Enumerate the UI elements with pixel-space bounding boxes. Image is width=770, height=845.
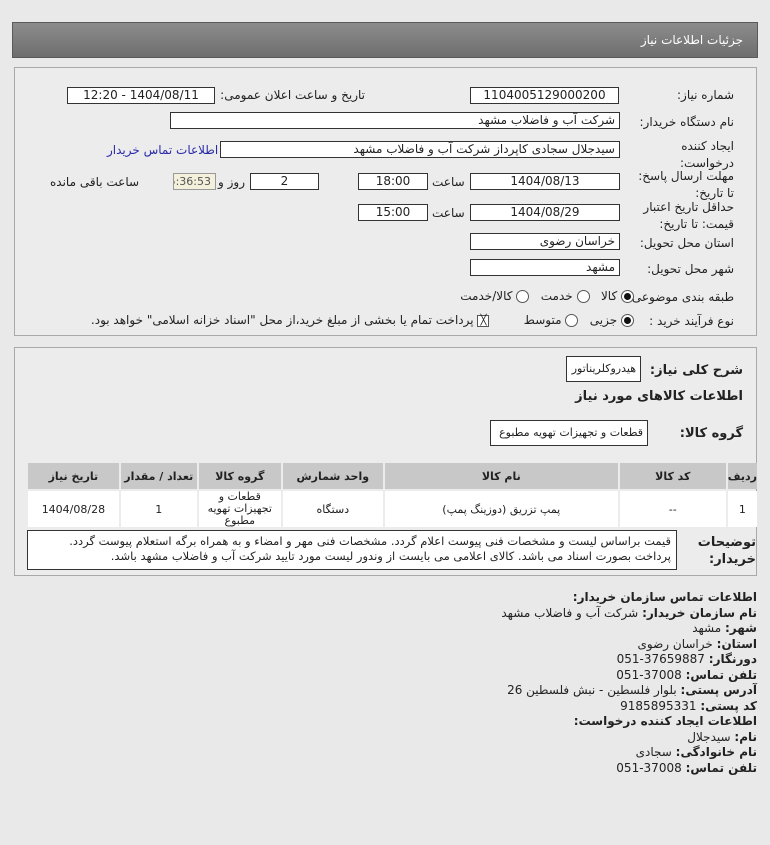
process-label: نوع فرآیند خرید : (649, 314, 734, 328)
city-field[interactable]: مشهد (470, 259, 620, 276)
fax-label: دورنگار: (708, 652, 757, 666)
org-value: شرکت آب و فاضلاب مشهد (501, 605, 639, 620)
need-number-label: شماره نیاز: (677, 88, 734, 102)
city-label: شهر: (725, 621, 757, 635)
deadline-date-field[interactable]: 1404/08/13 (470, 173, 620, 190)
validity-date-field[interactable]: 1404/08/29 (470, 204, 620, 221)
creator-label: ایجاد کننده درخواست: (680, 139, 734, 170)
group-field: قطعات و تجهیزات تهویه مطبوع (490, 420, 648, 446)
radio-goods-label: کالا (600, 289, 618, 303)
province-field[interactable]: خراسان رضوی (470, 233, 620, 250)
col-unit: واحد شمارش (282, 463, 383, 489)
col-qty: تعداد / مقدار (120, 463, 197, 489)
col-row: ردیف (727, 463, 757, 489)
cell-date: 1404/08/28 (28, 491, 119, 527)
name-label: نام: (734, 729, 757, 744)
table-row: 1 -- پمپ تزریق (دوزینگ پمپ) دستگاه قطعات… (28, 491, 757, 527)
radio-medium[interactable] (565, 314, 579, 327)
radio-goods[interactable] (621, 290, 634, 303)
category-label: طبقه بندی موضوعی: (627, 290, 734, 304)
phone-label: تلفن تماس: (685, 667, 757, 682)
fax-value: 37659887-051 (616, 652, 705, 666)
radio-goods-service[interactable] (516, 290, 530, 303)
cell-group: قطعات و تجهیزات تهویه مطبوع (198, 491, 281, 527)
notes-label: توضیحات خریدار: (697, 535, 756, 567)
payment-note: پرداخت تمام یا بخشی از مبلغ خرید،از محل … (90, 313, 474, 327)
buyer-contact-link[interactable]: اطلاعات تماس خریدار (107, 143, 219, 157)
postal-value: 9185895331 (620, 698, 697, 713)
cell-row: 1 (727, 491, 757, 527)
col-date: تاریخ نیاز (28, 463, 119, 489)
validity-label: حداقل تاریخ اعتبار قیمت: تا تاریخ: (643, 200, 734, 231)
summary-label: شرح کلی نیاز: (649, 363, 743, 378)
province-label: استان: (716, 636, 757, 651)
days-field[interactable]: 2 (250, 173, 319, 190)
address-value: بلوار فلسطین - نبش فلسطین 26 (507, 683, 677, 697)
goods-table: ردیف کد کالا نام کالا واحد شمارش گروه کا… (26, 461, 759, 529)
category-radio-group: کالا خدمت کالا/خدمت (460, 289, 634, 303)
city-value: مشهد (692, 621, 722, 635)
page-header: جزئیات اطلاعات نیاز (12, 22, 758, 58)
remaining-label: ساعت باقی مانده (50, 175, 140, 189)
process-radio-group: جزیی متوسط ╳ پرداخت تمام یا بخشی از مبلغ… (91, 313, 634, 327)
remaining-time-field: 05:36:53 (173, 173, 216, 190)
province-label: استان محل تحویل: (639, 236, 734, 250)
buyer-field[interactable]: شرکت آب و فاضلاب مشهد (170, 112, 620, 129)
announce-label: تاریخ و ساعت اعلان عمومی: (220, 88, 365, 102)
city-label: شهر محل تحویل: (647, 262, 734, 276)
need-number-field[interactable]: 1104005129000200 (470, 87, 619, 104)
radio-service-label: خدمت (540, 289, 573, 303)
radio-goods-service-label: کالا/خدمت (460, 289, 513, 303)
table-header-row: ردیف کد کالا نام کالا واحد شمارش گروه کا… (28, 463, 757, 489)
cell-code: -- (619, 491, 726, 527)
cell-name: پمپ تزریق (دوزینگ پمپ) (384, 491, 618, 527)
summary-field: هیدروکلریناتور (566, 356, 641, 382)
need-info-panel (14, 67, 757, 336)
buyer-label: نام دستگاه خریدار: (639, 115, 735, 129)
creator-phone-label: تلفن تماس: (685, 760, 757, 775)
goods-title: اطلاعات کالاهای مورد نیاز (575, 389, 743, 404)
treasury-checkbox[interactable]: ╳ (477, 314, 490, 327)
contact-section: اطلاعات تماس سازمان خریدار: نام سازمان خ… (257, 590, 757, 776)
creator-phone-value: 37008-051 (616, 760, 682, 775)
family-value: سجادی (635, 745, 672, 759)
col-group: گروه کالا (198, 463, 281, 489)
radio-minor[interactable] (621, 314, 634, 327)
deadline-label: مهلت ارسال پاسخ: تا تاریخ: (638, 169, 734, 200)
cell-unit: دستگاه (282, 491, 383, 527)
phone-value: 37008-051 (616, 667, 682, 682)
name-value: سیدجلال (687, 729, 731, 744)
deadline-time-label: ساعت (432, 175, 465, 189)
family-label: نام خانوادگی: (675, 745, 757, 759)
group-label: گروه کالا: (679, 426, 743, 441)
announce-field[interactable]: 1404/08/11 - 12:20 (67, 87, 215, 104)
col-name: نام کالا (384, 463, 618, 489)
radio-medium-label: متوسط (523, 313, 562, 327)
creator-title: اطلاعات ایجاد کننده درخواست: (573, 714, 757, 728)
cell-qty: 1 (120, 491, 197, 527)
validity-time-field[interactable]: 15:00 (358, 204, 428, 221)
days-label: روز و (218, 175, 245, 189)
province-value: خراسان رضوی (637, 636, 713, 651)
radio-minor-label: جزیی (589, 313, 618, 327)
validity-time-label: ساعت (432, 206, 465, 220)
address-label: آدرس پستی: (680, 683, 757, 697)
radio-service[interactable] (576, 290, 590, 303)
creator-field[interactable]: سیدجلال سجادی کاپرداز شرکت آب و فاضلاب م… (220, 141, 620, 158)
notes-field: قیمت براساس لیست و مشخصات فنی پیوست اعلا… (27, 530, 677, 570)
col-code: کد کالا (619, 463, 726, 489)
postal-label: کد پستی: (700, 698, 757, 713)
deadline-time-field[interactable]: 18:00 (358, 173, 428, 190)
contact-title: اطلاعات تماس سازمان خریدار: (572, 590, 757, 604)
org-label: نام سازمان خریدار: (642, 605, 757, 620)
